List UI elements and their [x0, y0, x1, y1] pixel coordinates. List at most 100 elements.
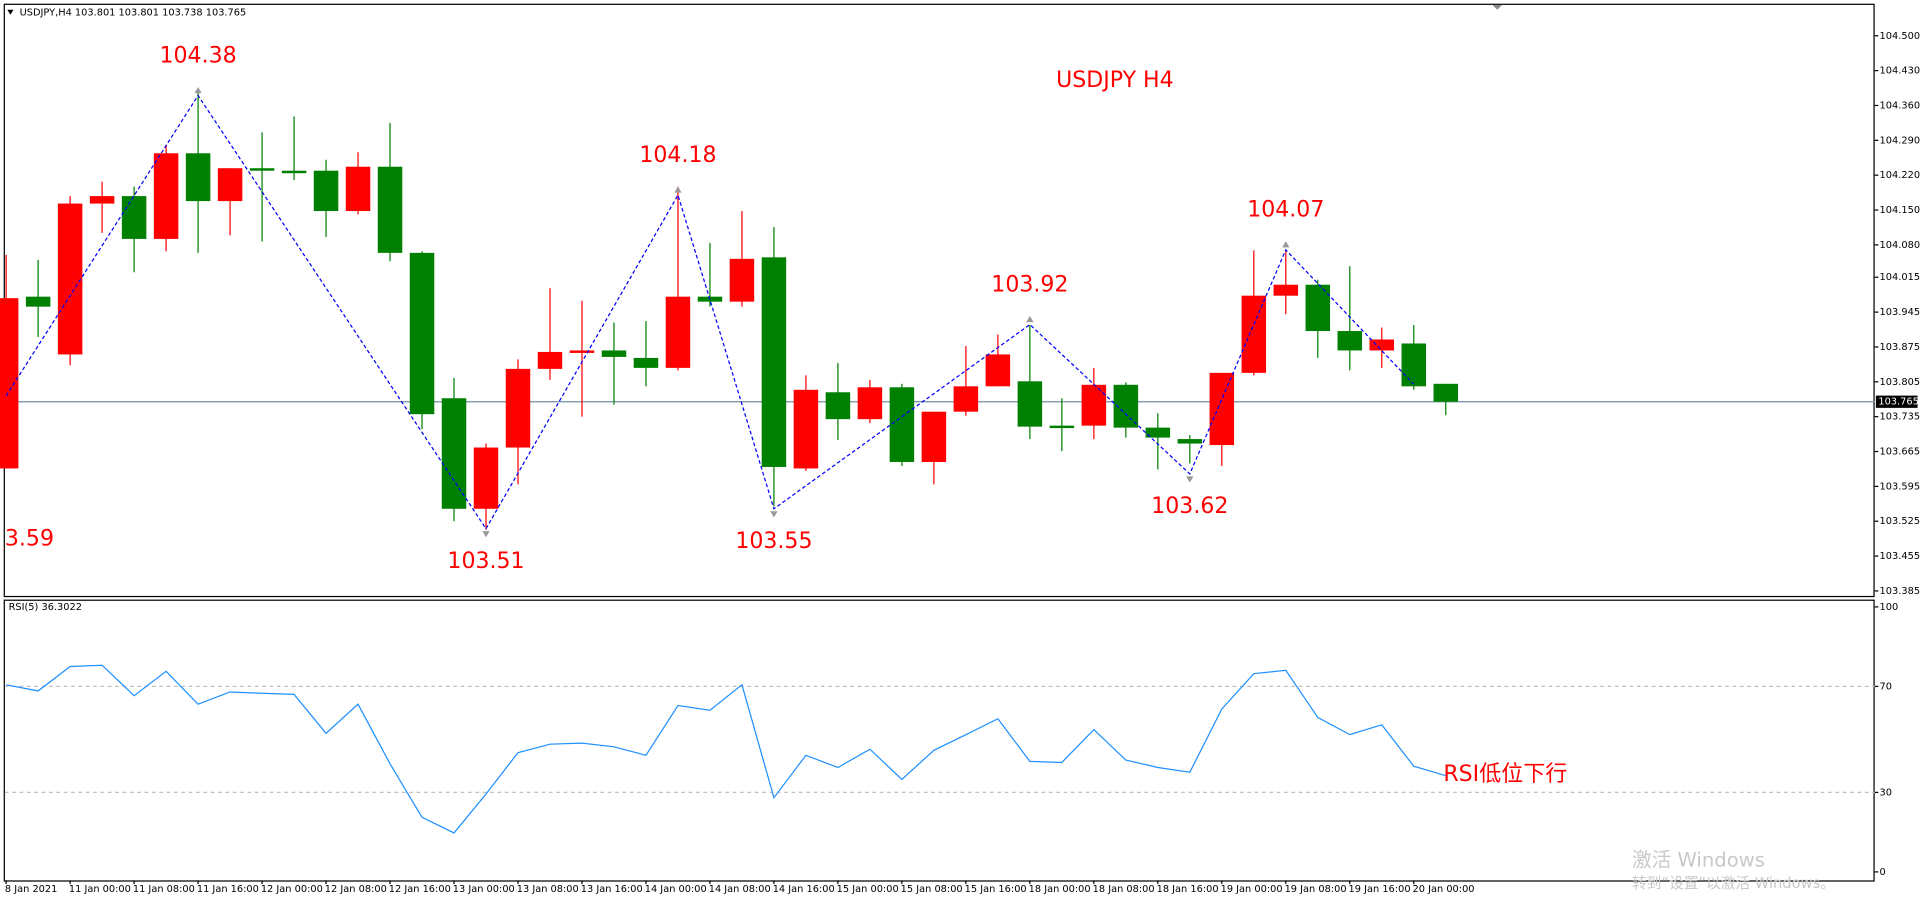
x-tick-label: 12 Jan 00:00: [261, 884, 323, 895]
candle-body: [249, 168, 275, 171]
candle-body: [569, 350, 595, 353]
y-tick-label: 104.500: [1880, 31, 1920, 42]
x-tick-label: 20 Jan 00:00: [1413, 884, 1475, 895]
candle-body: [1305, 284, 1331, 332]
candle-body: [153, 153, 179, 239]
zigzag-label: 103.92: [991, 272, 1068, 297]
x-tick-label: 15 Jan 08:00: [901, 884, 963, 895]
y-tick-label: 103.805: [1880, 377, 1920, 388]
candle-body: [601, 350, 627, 357]
y-tick-label: 103.735: [1880, 412, 1920, 423]
zigzag-arrow: [194, 86, 202, 94]
x-tick-label: 19 Jan 16:00: [1349, 884, 1411, 895]
y-tick-label: 30: [1880, 787, 1892, 798]
candle-body: [729, 258, 755, 302]
menu-arrow: [7, 9, 14, 15]
y-tick-label: 100: [1880, 602, 1899, 613]
y-tick-label: 104.220: [1880, 170, 1920, 181]
candle-body: [889, 387, 915, 462]
candle-body: [1049, 425, 1075, 429]
zigzag-label: 104.38: [160, 43, 237, 68]
candle-body: [1241, 295, 1267, 373]
candle-body: [985, 354, 1011, 387]
candle-body: [121, 196, 147, 239]
y-tick-label: 104.430: [1880, 66, 1920, 77]
zigzag-label: 104.18: [639, 143, 716, 168]
zigzag-arrow: [1026, 315, 1034, 323]
candle-body: [1017, 381, 1043, 427]
x-tick-label: 14 Jan 00:00: [645, 884, 707, 895]
candle-body: [281, 170, 307, 174]
y-tick-label: 70: [1880, 681, 1892, 692]
candle-body: [1337, 331, 1363, 351]
y-tick-label: 103.665: [1880, 447, 1920, 458]
candle-body: [409, 252, 435, 415]
y-tick-label: 103.945: [1880, 307, 1920, 318]
candle-body: [1209, 372, 1235, 446]
x-tick-label: 15 Jan 16:00: [965, 884, 1027, 895]
candle-body: [857, 387, 883, 420]
x-tick-label: 8 Jan 2021: [5, 884, 57, 895]
candle-body: [665, 296, 691, 368]
candle-body: [537, 351, 563, 369]
rsi-panel: [3, 599, 1875, 882]
x-tick-label: 19 Jan 08:00: [1285, 884, 1347, 895]
y-tick-label: 103.595: [1880, 481, 1920, 492]
zigzag-arrow: [770, 511, 778, 518]
shift-marker: [1492, 4, 1503, 10]
x-tick-label: 19 Jan 00:00: [1221, 884, 1283, 895]
x-tick-label: 12 Jan 08:00: [325, 884, 387, 895]
x-tick-label: 13 Jan 16:00: [581, 884, 643, 895]
y-tick-label: 104.150: [1880, 205, 1920, 216]
y-tick-label: 103.385: [1880, 586, 1920, 597]
candle-body: [1401, 343, 1427, 387]
y-tick-label: 104.080: [1880, 240, 1920, 251]
zigzag-label: 103.62: [1151, 494, 1228, 519]
candle-body: [921, 411, 947, 462]
candle-body: [25, 296, 51, 307]
x-tick-label: 18 Jan 16:00: [1157, 884, 1219, 895]
zigzag-arrow: [482, 531, 490, 538]
x-tick-label: 12 Jan 16:00: [389, 884, 451, 895]
candle-body: [1369, 339, 1395, 351]
candle-body: [377, 166, 403, 253]
zigzag-label: 104.07: [1247, 198, 1324, 223]
candle-body: [473, 447, 499, 509]
zigzag-line: [5, 94, 1415, 530]
candle-body: [441, 398, 467, 509]
candle-body: [953, 386, 979, 412]
zigzag-label: 103.51: [447, 549, 524, 574]
candle-body: [1273, 284, 1299, 296]
price-tag: [1875, 395, 1918, 408]
x-tick-label: 15 Jan 00:00: [837, 884, 899, 895]
zigzag-arrow: [1186, 476, 1194, 483]
watermark: 激活 Windows: [1632, 848, 1765, 871]
zigzag-arrow: [1282, 241, 1290, 248]
x-tick-label: 13 Jan 08:00: [517, 884, 579, 895]
candle-body: [1145, 427, 1171, 438]
x-tick-label: 11 Jan 08:00: [133, 884, 195, 895]
candle-body: [185, 153, 211, 202]
rsi-annotation: RSI低位下行: [1443, 762, 1567, 787]
candle-body: [1081, 384, 1107, 426]
candle-body: [1433, 383, 1459, 402]
cropped-label: 3.59: [5, 527, 54, 552]
candle-body: [345, 166, 371, 212]
y-tick-label: 104.360: [1880, 100, 1920, 111]
x-tick-label: 13 Jan 00:00: [453, 884, 515, 895]
candle-body: [761, 257, 787, 467]
candle-body: [313, 170, 339, 212]
chart-header: USDJPY,H4 103.801 103.801 103.738 103.76…: [20, 7, 247, 18]
x-tick-label: 11 Jan 00:00: [69, 884, 131, 895]
x-tick-label: 18 Jan 08:00: [1093, 884, 1155, 895]
x-tick-label: 14 Jan 08:00: [709, 884, 771, 895]
y-tick-label: 0: [1880, 867, 1886, 878]
candle-body: [217, 168, 243, 202]
y-tick-label: 103.455: [1880, 551, 1920, 562]
y-tick-label: 104.290: [1880, 135, 1920, 146]
candle-body: [505, 368, 531, 448]
candle-body: [1177, 439, 1203, 444]
